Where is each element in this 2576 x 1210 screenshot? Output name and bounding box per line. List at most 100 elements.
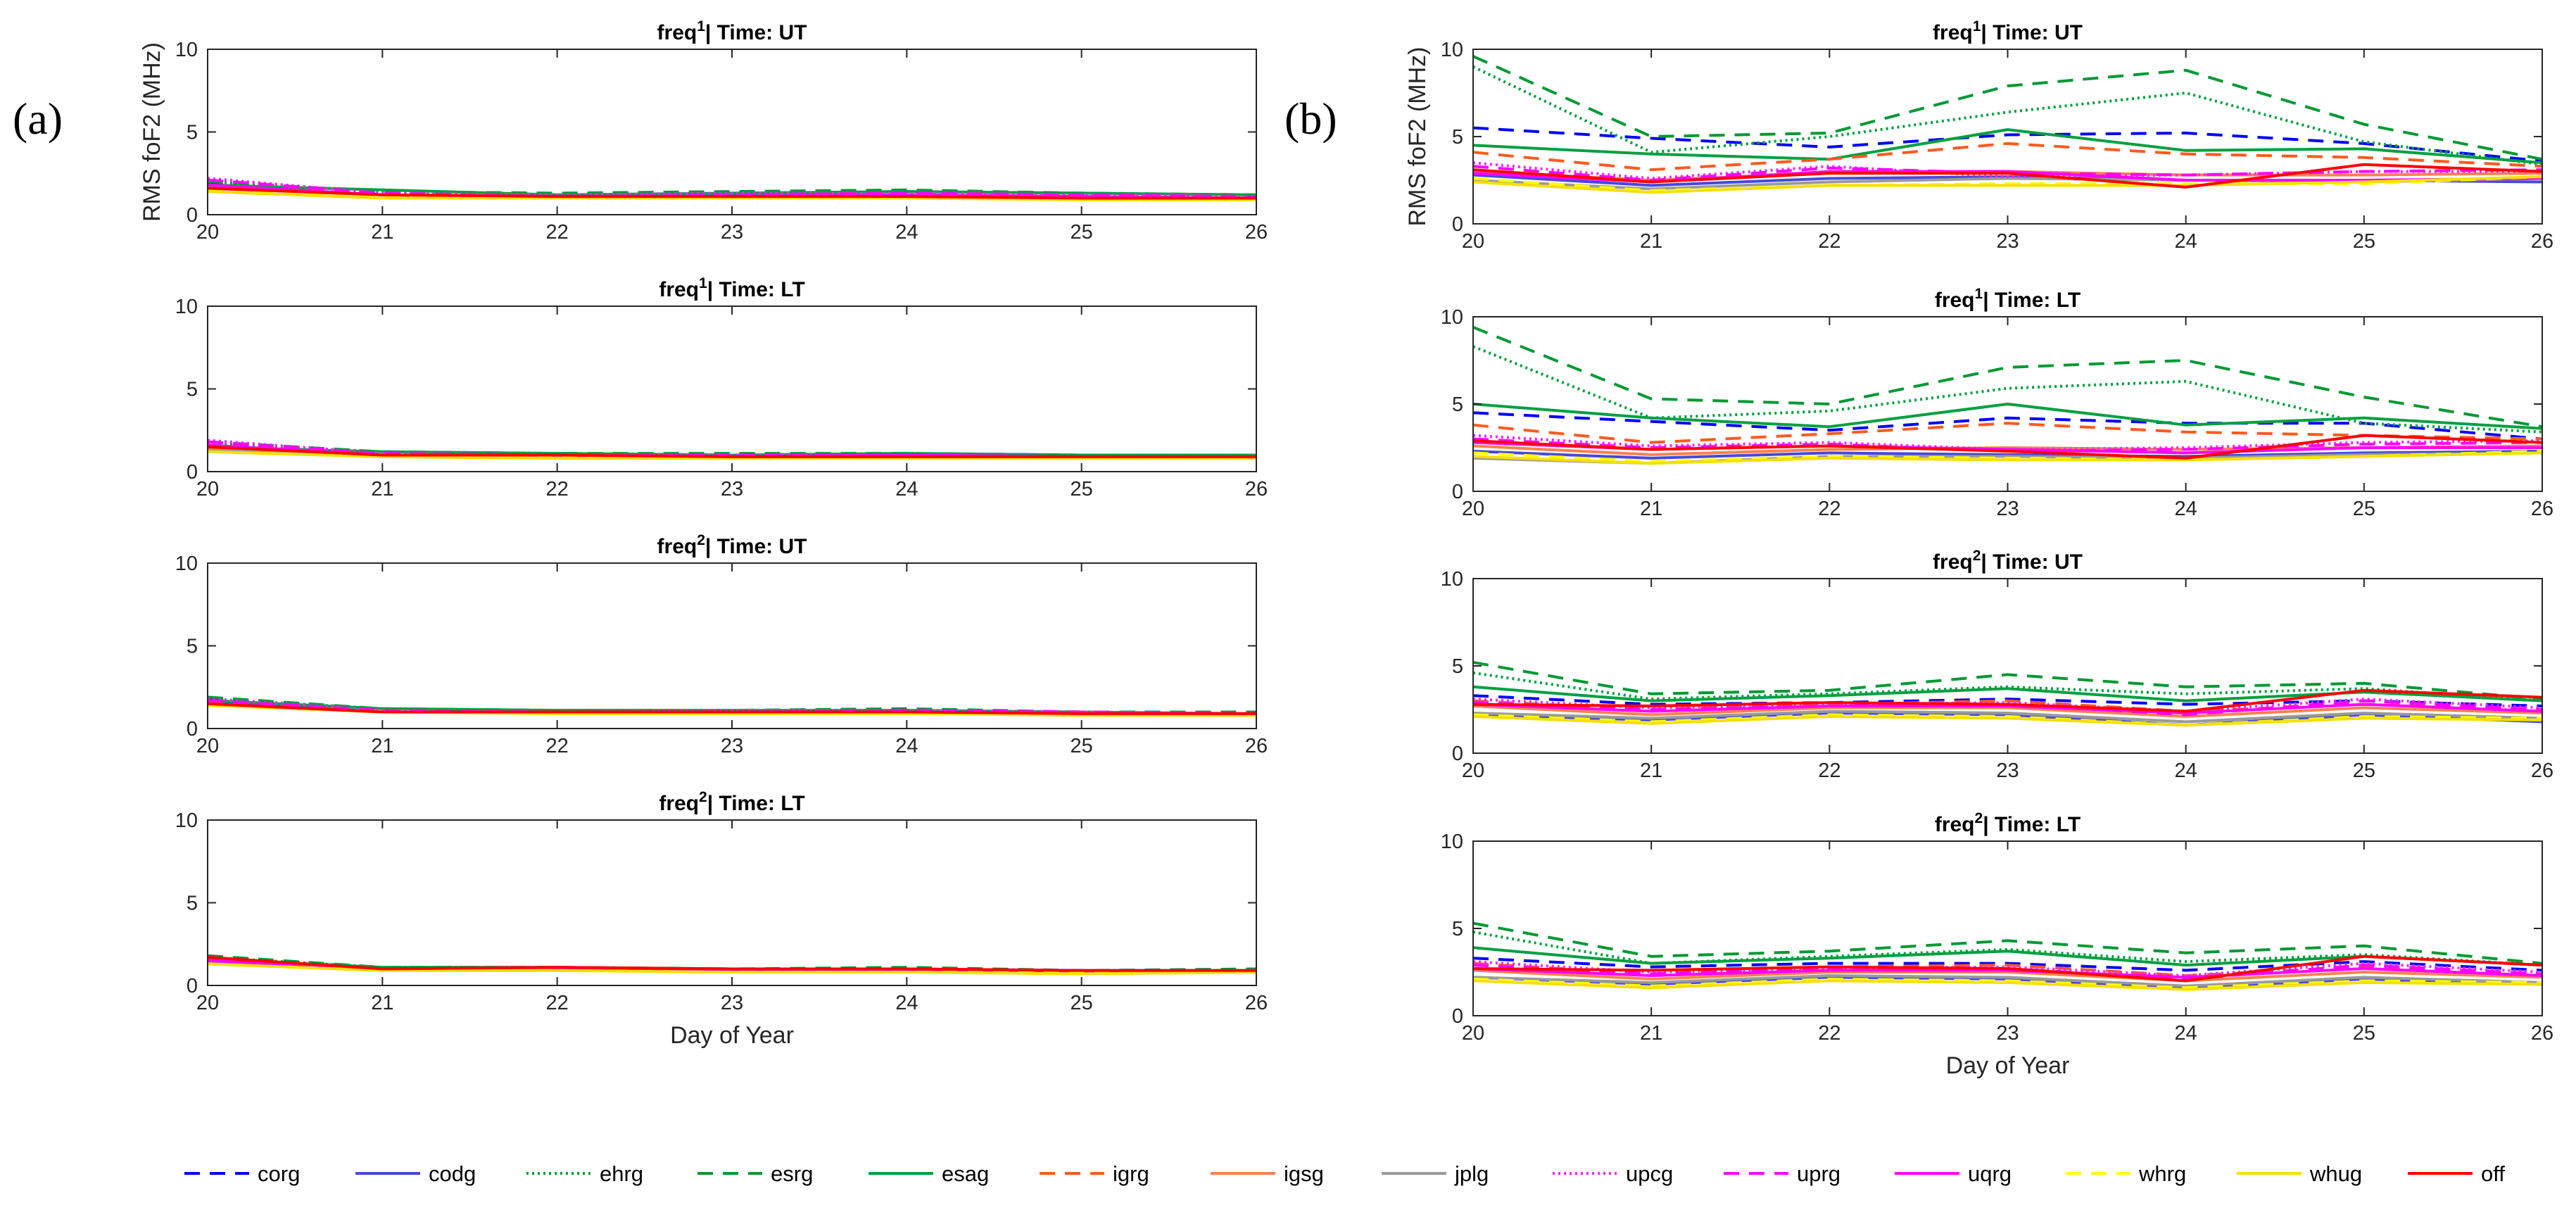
- x-tick-label: 23: [721, 992, 743, 1014]
- series-line-igsg: [1473, 705, 2542, 718]
- x-tick-label: 20: [196, 735, 219, 757]
- x-tick-label: 22: [546, 478, 569, 500]
- x-tick-label: 25: [1071, 735, 1093, 757]
- chart-title-rest: | Time: UT: [705, 535, 807, 558]
- series-line-corg: [1473, 957, 2542, 972]
- chart-title: freq1| Time: UT: [1933, 18, 2083, 44]
- legend-label: jplg: [1454, 1161, 1489, 1186]
- series-group: [1473, 55, 2542, 194]
- y-tick-label: 5: [187, 122, 198, 144]
- chart-title: freq2| Time: LT: [1935, 810, 2081, 836]
- series-line-esag: [1473, 128, 2542, 165]
- x-tick-label: 21: [1640, 498, 1662, 520]
- legend-item-codg: codg: [355, 1161, 476, 1186]
- chart-title-main: freq: [657, 535, 697, 558]
- x-axis-label: Day of Year: [1946, 1052, 2070, 1079]
- y-axis-label: RMS foF2 (MHz): [139, 42, 165, 222]
- x-tick-label: 26: [2531, 1022, 2553, 1045]
- chart-title-main: freq: [1935, 813, 1975, 836]
- series-line-whrg: [1473, 977, 2542, 990]
- x-tick-label: 21: [371, 478, 393, 500]
- x-tick-label: 20: [1462, 1022, 1484, 1045]
- chart-title-sup: 1: [697, 18, 705, 34]
- axes-box: [207, 305, 1257, 472]
- y-tick-label: 10: [1441, 39, 1463, 61]
- x-tick-label: 24: [2175, 230, 2197, 253]
- chart-a-4: freq2| Time: LT 20 21 22 23 24 25 26 0 5 10 Day of …: [175, 789, 1268, 1049]
- chart-title-rest: | Time: LT: [1983, 289, 2081, 312]
- legend-item-off: off: [2408, 1161, 2505, 1186]
- x-tick-label: 24: [895, 992, 918, 1014]
- chart-title-sup: 1: [699, 275, 707, 291]
- x-tick-label: 25: [2353, 760, 2375, 782]
- y-tick-label: 10: [175, 809, 198, 832]
- x-tick-label: 26: [2531, 498, 2553, 520]
- series-line-whug: [1473, 979, 2542, 991]
- series-line-whug: [1473, 175, 2542, 194]
- series-group: [208, 695, 1256, 717]
- x-tick-label: 23: [1996, 1022, 2019, 1045]
- chart-b-2: freq1| Time: LT 20 21 22 23 24 25 26 0 5 10: [1441, 286, 2553, 520]
- series-line-jplg: [1473, 974, 2542, 988]
- x-tick-label: 26: [1245, 992, 1268, 1014]
- chart-title-sup: 2: [697, 532, 705, 548]
- chart-title: freq1| Time: UT: [657, 18, 807, 44]
- series-line-off: [1473, 434, 2542, 460]
- x-tick-label: 22: [1818, 1022, 1841, 1045]
- series-group: [208, 439, 1256, 460]
- y-tick-label: 5: [1452, 918, 1463, 940]
- chart-title-rest: | Time: UT: [705, 21, 807, 44]
- chart-title: freq1| Time: LT: [1935, 286, 2081, 312]
- series-line-uqrg: [1473, 702, 2542, 714]
- legend-label: corg: [258, 1161, 300, 1186]
- series-line-esag: [1473, 403, 2542, 430]
- series-line-uqrg: [1473, 967, 2542, 979]
- chart-title-main: freq: [1933, 550, 1973, 574]
- y-tick-label: 0: [187, 718, 198, 741]
- y-tick-label: 0: [1452, 481, 1463, 503]
- chart-title: freq1| Time: LT: [659, 275, 804, 301]
- series-line-whug: [208, 190, 1256, 201]
- series-line-igrg: [1473, 422, 2542, 444]
- series-line-corg: [1473, 411, 2542, 441]
- chart-b-3: freq2| Time: UT 20 21 22 23 24 25 26 0 5 10: [1441, 548, 2553, 782]
- series-line-codg: [1473, 450, 2542, 460]
- legend-label: igsg: [1284, 1161, 1324, 1186]
- x-tick-label: 24: [2175, 498, 2197, 520]
- legend-label: upcg: [1626, 1161, 1673, 1186]
- x-tick-label: 24: [895, 478, 918, 500]
- chart-title-main: freq: [659, 278, 699, 301]
- series-group: [1473, 921, 2542, 991]
- chart-title-main: freq: [657, 21, 697, 44]
- x-tick-label: 20: [196, 992, 219, 1014]
- series-line-whug: [208, 962, 1256, 976]
- y-tick-label: 0: [187, 204, 198, 227]
- x-tick-label: 22: [1818, 498, 1841, 520]
- chart-a-3: freq2| Time: UT 20 21 22 23 24 25 26 0 5 10: [175, 532, 1268, 757]
- x-tick-label: 23: [1996, 760, 2019, 782]
- legend-label: esrg: [771, 1161, 813, 1186]
- x-tick-label: 25: [2353, 498, 2375, 520]
- legend: corg codg ehrg esrg esag igrg igsg jplg upcg uprg…: [184, 1161, 2505, 1186]
- x-tick-label: 26: [1245, 478, 1268, 500]
- series-line-esag: [1473, 685, 2542, 702]
- panel-label-b: (b): [1284, 94, 1337, 144]
- y-tick-label: 10: [175, 296, 198, 318]
- y-tick-label: 5: [1452, 393, 1463, 416]
- legend-label: codg: [429, 1161, 476, 1186]
- series-line-off: [208, 445, 1256, 458]
- x-tick-label: 20: [1462, 498, 1484, 520]
- series-line-esrg: [1473, 55, 2542, 161]
- chart-title-main: freq: [1935, 289, 1975, 312]
- x-tick-label: 21: [371, 735, 393, 757]
- legend-item-esrg: esrg: [697, 1161, 813, 1186]
- y-tick-label: 5: [1452, 655, 1463, 678]
- chart-title: freq2| Time: UT: [1933, 548, 2083, 574]
- series-line-codg: [1473, 976, 2542, 990]
- series-line-off: [208, 187, 1256, 200]
- series-line-whrg: [1473, 175, 2542, 192]
- x-tick-label: 26: [1245, 735, 1268, 757]
- x-tick-label: 21: [1640, 230, 1662, 253]
- series-line-corg: [1473, 126, 2542, 163]
